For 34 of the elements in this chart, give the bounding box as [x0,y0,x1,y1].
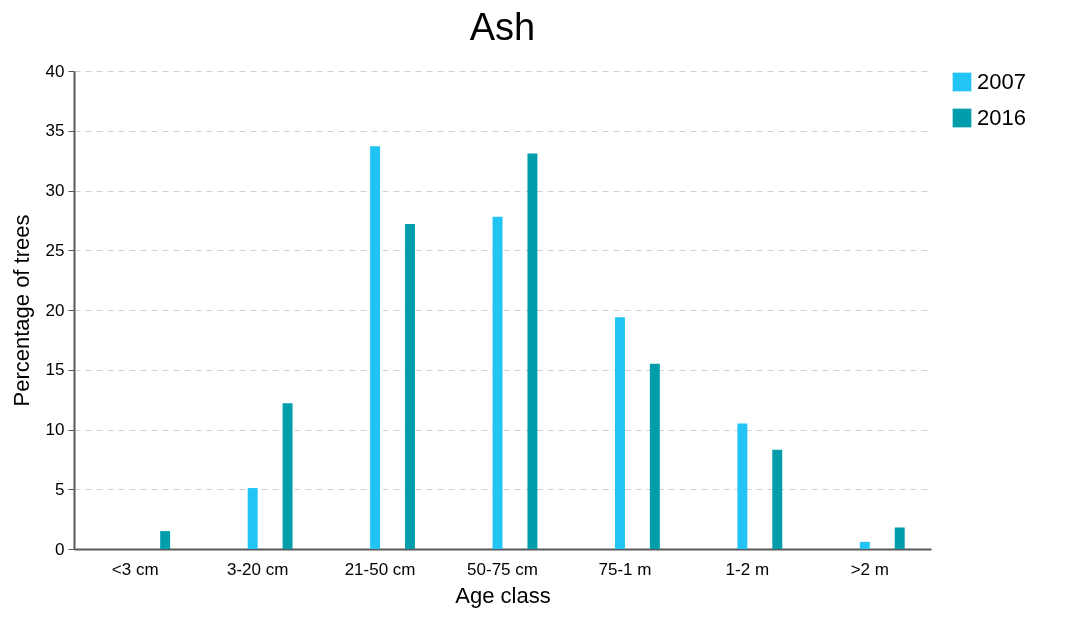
x-tick-label: 75-1 m [598,559,652,579]
bar [282,403,293,549]
bar [859,541,870,549]
bar [649,363,660,549]
y-tick-label: 0 [55,539,65,559]
y-tick-label: 35 [45,121,65,141]
y-tick-label: 30 [45,181,65,200]
x-tick-label: 1-2 m [725,559,770,579]
bar [737,423,748,549]
bar [370,146,381,549]
x-tick-label: <3 cm [111,559,159,579]
y-axis-title: Percentage of trees [8,214,34,407]
x-tick-label: 3-20 cm [226,559,289,579]
y-tick-label: 40 [45,61,65,81]
legend-label: 2016 [977,105,1026,130]
y-tick-label: 5 [55,479,65,499]
bar [492,216,503,549]
y-tick-label: 15 [45,360,65,380]
bar [247,488,258,549]
x-tick-label: 50-75 cm [467,559,538,579]
bar [614,317,625,549]
legend-label: 2007 [977,69,1026,94]
bar [160,531,171,549]
bar [405,223,415,549]
x-tick-label: >2 m [850,559,889,579]
x-axis-title: Age class [455,582,551,608]
chart-title: Ash [469,6,536,48]
bar [527,153,538,549]
x-tick-label: 21-50 cm [344,559,416,579]
bar [894,527,905,549]
bar [772,449,783,549]
y-tick-label: 25 [45,240,65,260]
y-tick-label: 20 [45,300,65,320]
y-tick-label: 10 [45,420,65,439]
